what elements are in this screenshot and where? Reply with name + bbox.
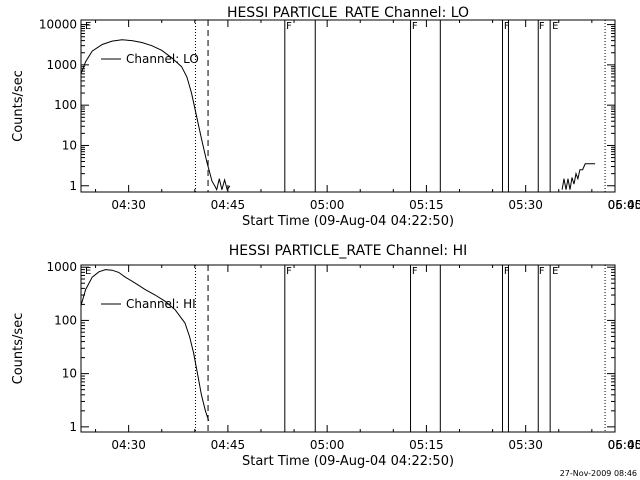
flag-label: F: [286, 21, 292, 32]
x-tick-label: 05:00: [310, 198, 345, 212]
y-tick-label: 10000: [39, 18, 77, 32]
chart-title: HESSI PARTICLE_RATE Channel: HI: [229, 243, 467, 259]
x-tick-label: 06:00: [608, 198, 640, 212]
x-tick-label: 05:00: [310, 438, 345, 452]
x-tick-label: 05:15: [409, 198, 444, 212]
y-tick-label: 1: [69, 179, 77, 193]
y-tick-label: 10: [62, 367, 77, 381]
y-axis-label: Counts/sec: [11, 313, 26, 385]
x-tick-label: 05:15: [409, 438, 444, 452]
x-tick-label: 04:45: [211, 438, 246, 452]
series-line: [561, 163, 596, 190]
flag-label: E: [552, 266, 558, 277]
y-tick-label: 100: [54, 313, 77, 327]
x-tick-label: 05:45: [608, 198, 640, 212]
lo-channel-plot: HESSI PARTICLE_RATE Channel: LO 04:30 04:4…: [11, 5, 640, 229]
x-tick-label: 05:45: [608, 438, 640, 452]
series-line: [80, 269, 210, 421]
x-tick-label: 05:30: [508, 198, 543, 212]
flag-label: F: [539, 266, 545, 277]
x-tick-label: 04:30: [111, 438, 146, 452]
y-tick-label: 100: [54, 98, 77, 112]
flag-label: F: [286, 266, 292, 277]
plot-frame: [80, 19, 616, 193]
flag-label: F: [539, 21, 545, 32]
chart-title: HESSI PARTICLE_RATE Channel: LO: [227, 5, 469, 21]
flag-label: E: [552, 21, 558, 32]
flag-label: F: [504, 266, 510, 277]
legend-label: Channel: HI: [126, 297, 196, 311]
x-tick-label: 05:30: [508, 438, 543, 452]
x-tick-label: 04:45: [211, 198, 246, 212]
plot-frame: [80, 264, 616, 433]
flag-label: F: [412, 266, 418, 277]
x-axis-label: Start Time (09-Aug-04 04:22:50): [242, 454, 454, 469]
x-axis-label: Start Time (09-Aug-04 04:22:50): [242, 214, 454, 229]
flag-label: E: [85, 21, 91, 32]
flag-label: E: [85, 266, 91, 277]
legend-label: Channel: LO: [126, 52, 199, 66]
y-tick-label: 1000: [46, 58, 77, 72]
y-tick-label: 10: [62, 138, 77, 152]
x-tick-label: 04:30: [111, 198, 146, 212]
flag-label: F: [412, 21, 418, 32]
footer-timestamp: 27-Nov-2009 08:46: [560, 469, 637, 478]
y-axis-label: Counts/sec: [11, 70, 26, 142]
hi-channel-plot: HESSI PARTICLE_RATE Channel: HI 04:30 04:4…: [11, 243, 640, 469]
y-tick-label: 1000: [46, 260, 77, 274]
x-tick-label: 06:00: [608, 438, 640, 452]
flag-label: F: [504, 21, 510, 32]
y-tick-label: 1: [69, 420, 77, 434]
series-line: [80, 39, 231, 192]
